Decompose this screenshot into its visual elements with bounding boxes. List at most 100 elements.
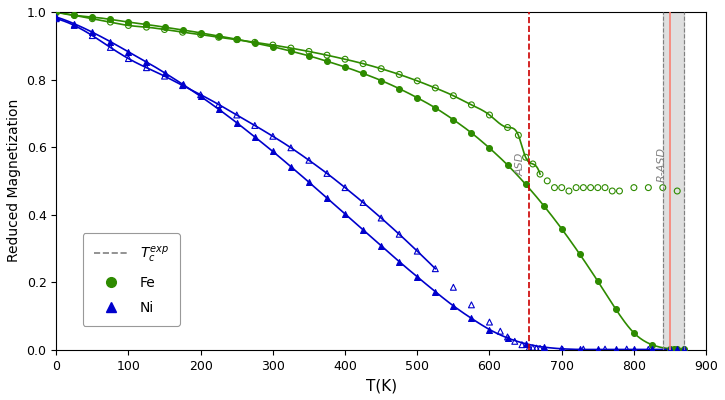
Point [51,14,62,20]
Point [267,133,278,140]
Point [231,36,243,43]
Point [664,346,676,352]
Point [357,227,369,233]
Point [195,30,207,36]
Point [606,188,618,194]
Point [86,14,98,20]
Point [249,40,260,46]
Point [642,346,654,353]
Point [542,178,553,184]
Point [592,278,604,284]
Point [123,55,134,62]
Point [285,164,297,170]
Point [249,122,260,129]
Point [520,154,531,160]
Point [447,284,459,290]
Point [51,9,62,15]
Point [679,346,690,353]
Point [621,346,632,352]
Point [195,31,207,38]
Point [123,49,134,55]
Point [104,19,116,25]
Point [86,29,98,36]
Point [502,335,513,341]
Point [600,346,611,352]
Point [671,346,683,353]
Point [527,344,539,351]
Point [412,274,423,280]
Point [394,86,405,92]
Point [429,266,441,272]
Point [231,120,243,126]
Point [628,184,639,191]
Point [509,338,521,344]
Point [628,330,639,336]
Point [556,184,568,191]
Point [484,145,495,151]
Point [556,226,568,232]
Point [376,242,387,249]
Point [520,181,531,188]
Point [213,33,225,39]
Point [664,346,676,353]
Point [447,303,459,309]
Point [610,306,621,312]
Point [231,36,243,42]
Point [159,26,170,33]
Text: ASD: ASD [515,152,526,176]
Point [339,56,351,62]
Point [563,188,575,194]
Point [429,105,441,111]
Point [339,64,351,70]
Point [502,124,513,131]
Point [513,132,524,138]
Point [394,71,405,78]
Point [213,101,225,108]
Bar [663,12,684,350]
Point [104,16,116,22]
Point [592,184,604,191]
Point [523,344,535,351]
X-axis label: T(K): T(K) [365,378,397,393]
Point [141,59,152,65]
Point [578,346,589,352]
Point [571,184,582,191]
Text: R-ASD: R-ASD [656,146,666,182]
Point [303,179,315,186]
Point [195,93,207,100]
Point [447,116,459,123]
Point [303,48,315,55]
Point [484,112,495,118]
Point [628,346,639,353]
Point [531,345,542,351]
Point [357,70,369,77]
Point [68,22,80,29]
Point [376,66,387,72]
Point [516,342,528,348]
Point [141,64,152,71]
Point [357,60,369,67]
Point [412,94,423,101]
Point [51,9,62,15]
Point [104,44,116,51]
Point [679,346,690,353]
Point [592,346,604,353]
Point [657,184,668,191]
Point [321,58,333,64]
Point [642,184,654,191]
Point [303,53,315,59]
Point [68,12,80,18]
Point [610,346,621,353]
Point [141,21,152,28]
Point [213,34,225,40]
Point [177,82,189,89]
Point [177,29,189,36]
Point [664,346,676,353]
Point [177,27,189,33]
Point [357,199,369,206]
Point [123,19,134,25]
Point [465,315,477,322]
Point [520,340,531,347]
Point [534,171,546,177]
Point [321,52,333,58]
